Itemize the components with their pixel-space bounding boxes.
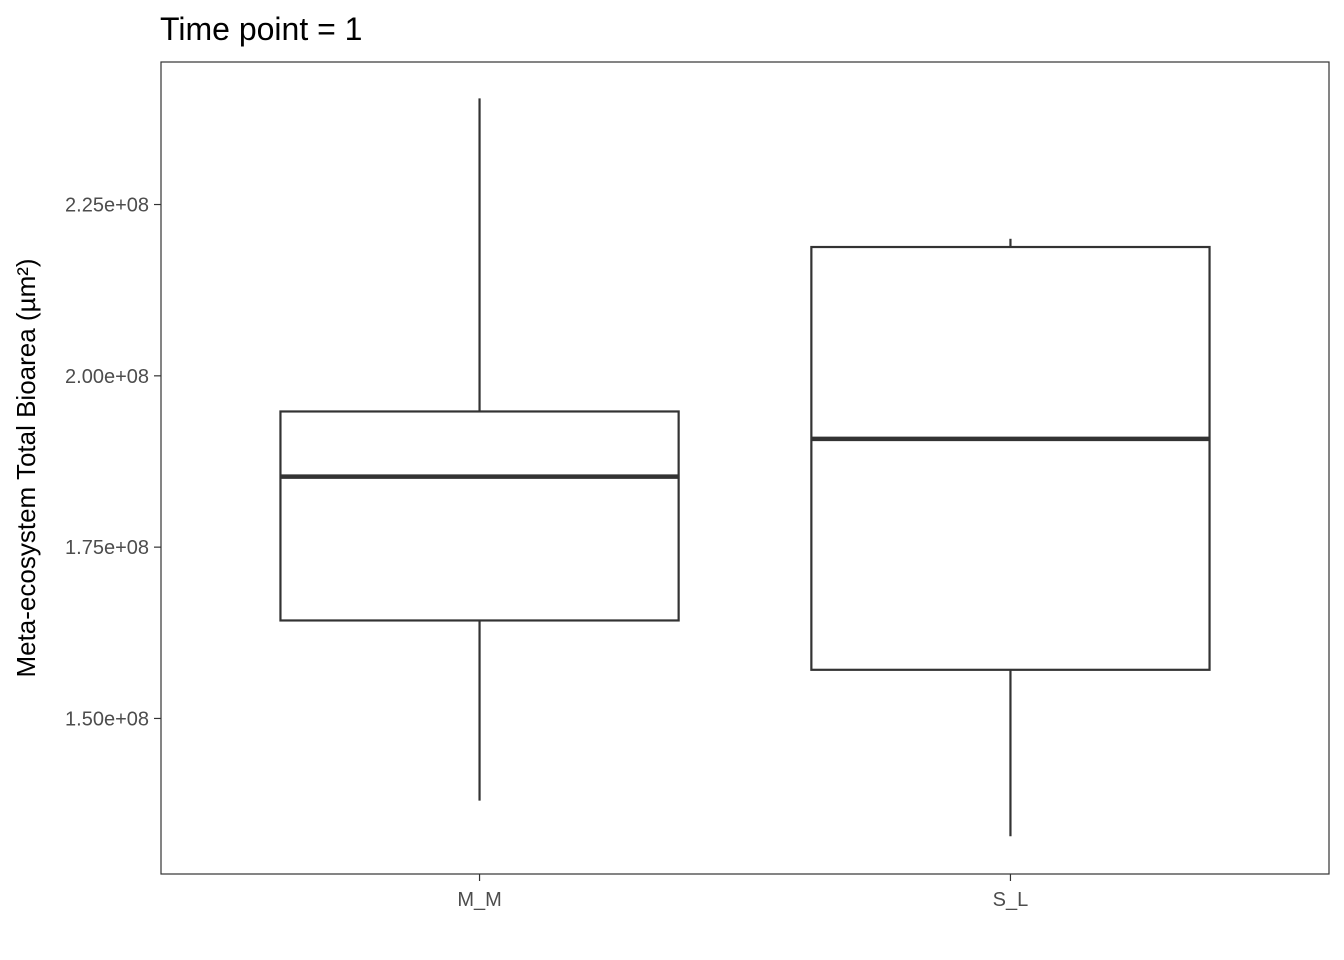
x-tick-label: M_M: [457, 889, 501, 911]
plot-panel: [160, 61, 1330, 875]
y-axis: 1.50e+08 1.75e+08 2.00e+08 2.25e+08: [65, 195, 161, 730]
chart-title: Time point = 1: [160, 11, 362, 47]
x-axis: M_M S_L: [457, 874, 1028, 911]
y-tick-label: 2.25e+08: [65, 195, 149, 217]
box-s-l: [810, 238, 1211, 837]
x-tick-label: S_L: [993, 889, 1029, 911]
box-iqr: [279, 410, 680, 622]
box-iqr: [810, 245, 1211, 671]
y-tick-label: 1.75e+08: [65, 537, 149, 559]
y-tick-label: 1.50e+08: [65, 708, 149, 730]
boxes-layer: [279, 98, 1211, 837]
y-axis-title: Meta-ecosystem Total Bioarea (µm²): [11, 258, 41, 677]
y-tick-label: 2.00e+08: [65, 366, 149, 388]
box-m-m: [279, 98, 680, 801]
